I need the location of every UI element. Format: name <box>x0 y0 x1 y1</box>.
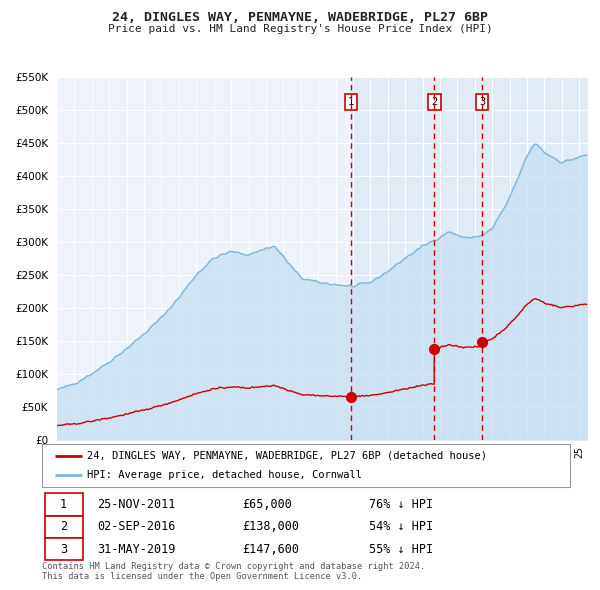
Text: 1: 1 <box>348 97 355 107</box>
Text: £65,000: £65,000 <box>242 498 293 511</box>
Text: This data is licensed under the Open Government Licence v3.0.: This data is licensed under the Open Gov… <box>42 572 362 581</box>
Text: 02-SEP-2016: 02-SEP-2016 <box>97 520 176 533</box>
Text: 3: 3 <box>479 97 485 107</box>
Text: 24, DINGLES WAY, PENMAYNE, WADEBRIDGE, PL27 6BP (detached house): 24, DINGLES WAY, PENMAYNE, WADEBRIDGE, P… <box>87 451 487 461</box>
Text: 55% ↓ HPI: 55% ↓ HPI <box>370 543 433 556</box>
FancyBboxPatch shape <box>44 493 83 516</box>
Text: 31-MAY-2019: 31-MAY-2019 <box>97 543 176 556</box>
Text: 25-NOV-2011: 25-NOV-2011 <box>97 498 176 511</box>
Text: Price paid vs. HM Land Registry's House Price Index (HPI): Price paid vs. HM Land Registry's House … <box>107 24 493 34</box>
Text: £138,000: £138,000 <box>242 520 299 533</box>
Bar <box>351 77 588 440</box>
Text: 1: 1 <box>60 498 67 511</box>
Text: 76% ↓ HPI: 76% ↓ HPI <box>370 498 433 511</box>
Text: HPI: Average price, detached house, Cornwall: HPI: Average price, detached house, Corn… <box>87 470 362 480</box>
FancyBboxPatch shape <box>42 444 570 487</box>
FancyBboxPatch shape <box>44 538 83 560</box>
Text: Contains HM Land Registry data © Crown copyright and database right 2024.: Contains HM Land Registry data © Crown c… <box>42 562 425 571</box>
Text: 3: 3 <box>60 543 67 556</box>
Text: 2: 2 <box>431 97 437 107</box>
FancyBboxPatch shape <box>44 516 83 538</box>
Text: £147,600: £147,600 <box>242 543 299 556</box>
Text: 2: 2 <box>60 520 67 533</box>
Text: 54% ↓ HPI: 54% ↓ HPI <box>370 520 433 533</box>
Text: 24, DINGLES WAY, PENMAYNE, WADEBRIDGE, PL27 6BP: 24, DINGLES WAY, PENMAYNE, WADEBRIDGE, P… <box>112 11 488 24</box>
